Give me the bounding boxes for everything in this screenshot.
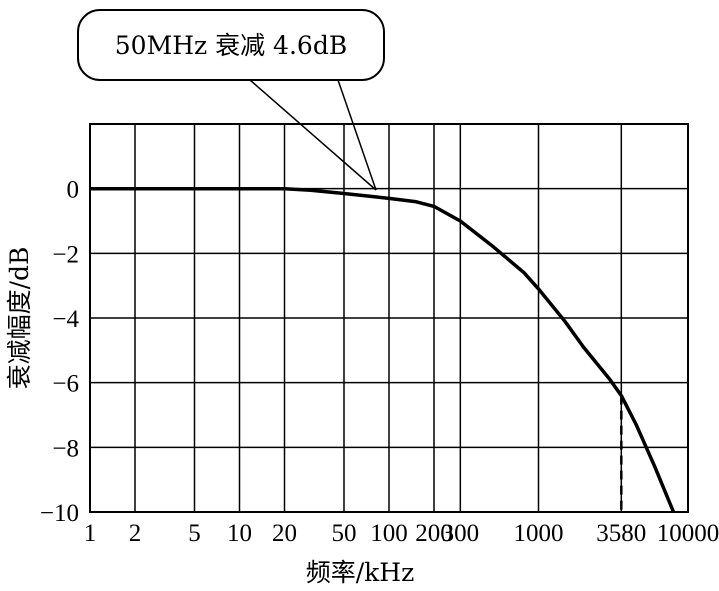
y-tick-label: −2 [52,241,79,268]
x-tick-label: 1000 [514,520,564,547]
x-tick-label: 20 [272,520,297,547]
y-tick-label: −10 [40,500,79,527]
annotation-pointer-left [249,79,377,191]
y-tick-label: −6 [52,371,79,398]
x-tick-label: 3580 [596,520,646,547]
x-tick-label: 10000 [657,520,719,547]
annotation-text: 50MHz 衰减 4.6dB [115,31,347,60]
y-tick-label: −4 [52,306,79,333]
y-tick-label: −8 [52,435,79,462]
annotation-box [77,9,385,81]
x-tick-label: 10 [227,520,252,547]
x-tick-label: 5 [188,520,201,547]
plot-frame [89,123,689,513]
x-tick-label: 50 [331,520,356,547]
y-tick-labels: 0 −2 −4 −6 −8 −10 [40,177,80,527]
y-axis-label: 衰减幅度/dB [5,247,34,390]
attenuation-curve [90,186,676,513]
x-tick-label: 100 [370,520,408,547]
x-tick-label: 300 [442,520,480,547]
x-tick-label: 1 [84,520,97,547]
y-tick-label: 0 [67,177,80,204]
x-tick-label: 2 [129,520,142,547]
x-axis-label: 频率/kHz [306,558,415,587]
annotation-callout: 50MHz 衰减 4.6dB [77,9,385,191]
annotation-pointer-right [337,79,377,191]
x-tick-label: 200 [415,520,453,547]
grid [89,124,689,513]
